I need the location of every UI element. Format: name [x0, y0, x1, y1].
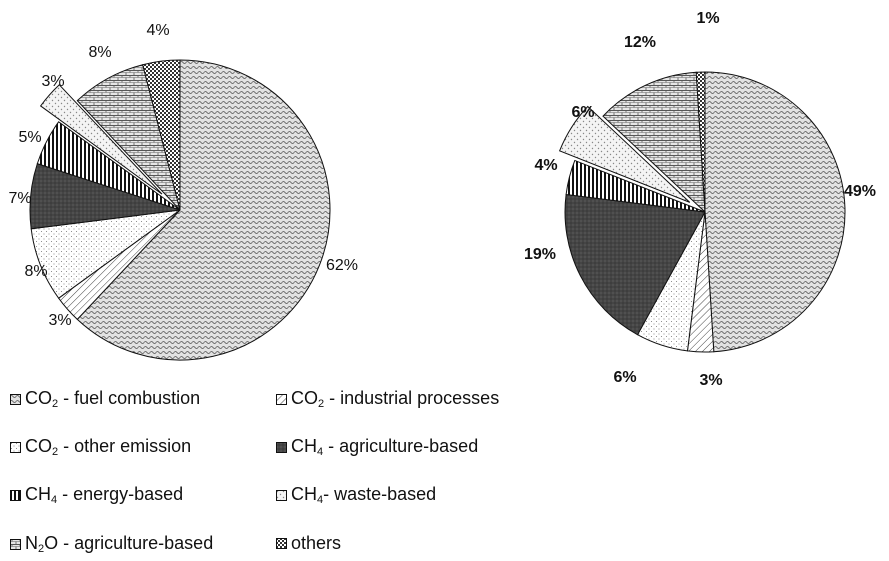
slice-label: 8%	[24, 263, 47, 280]
legend-item: CO2 - other emission	[10, 436, 191, 458]
legend-swatch-dots	[10, 441, 21, 453]
slice-label: 6%	[571, 104, 594, 121]
legend-item: others	[276, 533, 341, 554]
pie-slice-5	[565, 159, 706, 213]
pie-slice-5	[36, 121, 181, 211]
slice-label: 49%	[844, 183, 876, 200]
slice-label: 12%	[624, 34, 656, 51]
pie-slice-6	[558, 105, 691, 203]
legend-item: CO2 - industrial processes	[276, 388, 499, 410]
slice-label: 1%	[696, 10, 719, 27]
slice-label: 7%	[8, 190, 31, 207]
slice-label: 4%	[146, 22, 169, 39]
legend-item: N2O - agriculture-based	[10, 533, 213, 555]
legend-label: others	[291, 533, 342, 553]
slice-label: 8%	[88, 44, 111, 61]
legend-swatch-sparse	[276, 489, 287, 501]
legend-label: CH4- waste-based	[291, 484, 437, 506]
legend-label: CO2 - industrial processes	[291, 388, 500, 410]
legend-label: N2O - agriculture-based	[25, 533, 214, 555]
legend-swatch-vlines	[10, 489, 21, 501]
pie-slice-7	[602, 71, 706, 214]
pie-slice-1	[76, 59, 331, 361]
legend-item: CO2 - fuel combustion	[10, 388, 200, 410]
legend-swatch-wave	[10, 393, 21, 405]
legend-item: CH4 - energy-based	[10, 484, 183, 506]
legend-label: CO2 - fuel combustion	[25, 388, 201, 410]
legend-label: CH4 - agriculture-based	[291, 436, 479, 458]
legend-swatch-brick	[10, 538, 21, 550]
slice-label: 62%	[326, 257, 358, 274]
legend-swatch-check	[276, 538, 287, 549]
pie-slice-1	[704, 71, 846, 353]
slice-label: 6%	[613, 369, 636, 386]
slice-label: 19%	[524, 246, 556, 263]
legend-label: CH4 - energy-based	[25, 484, 184, 506]
legend-item: CH4- waste-based	[276, 484, 436, 506]
slice-label: 3%	[41, 73, 64, 90]
legend-item: CH4 - agriculture-based	[276, 436, 478, 458]
pie-slice-4	[564, 193, 706, 336]
slice-label: 4%	[534, 157, 557, 174]
legend-swatch-diag	[276, 393, 287, 405]
pie-slice-8	[695, 71, 706, 213]
legend-label: CO2 - other emission	[25, 436, 192, 458]
pie-slice-8	[142, 59, 181, 211]
pie-chart-right: 49% 3% 6% 19% 4% 6% 12% 1%	[524, 10, 876, 389]
pie-chart-left: 62% 3% 8% 7% 5% 3% 8% 4%	[8, 22, 358, 361]
legend-swatch-dark	[276, 441, 287, 453]
pie-slice-6	[39, 84, 163, 195]
slice-label: 5%	[18, 129, 41, 146]
slice-label: 3%	[699, 372, 722, 389]
slice-label: 3%	[48, 312, 71, 329]
